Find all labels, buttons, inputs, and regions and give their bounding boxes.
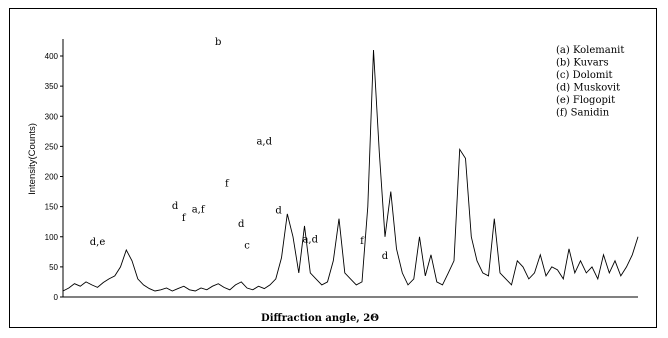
y-tick-label: 100 bbox=[45, 233, 59, 242]
peak-label: f bbox=[225, 179, 230, 190]
y-tick-label: 150 bbox=[45, 203, 59, 212]
y-axis-title: Intensity(Counts) bbox=[27, 123, 38, 195]
x-axis-title: Diffraction angle, 2Θ bbox=[261, 313, 379, 324]
y-tick-label: 200 bbox=[45, 173, 59, 182]
legend-entry: (b) Kuvars bbox=[556, 58, 609, 69]
peak-label: d bbox=[275, 206, 282, 217]
y-ticks: 0 50 100 150 200 250 300 350 400 bbox=[45, 52, 63, 302]
y-tick-label: 350 bbox=[45, 82, 59, 91]
peak-label: f bbox=[182, 213, 187, 224]
legend: (a) Kolemanit (b) Kuvars(c) Dolomit (d) Mu… bbox=[556, 45, 624, 119]
legend-entry: (a) Kolemanit bbox=[556, 45, 624, 56]
peak-label: d bbox=[238, 219, 245, 230]
peak-label: a,d bbox=[256, 136, 272, 147]
y-tick-label: 0 bbox=[54, 293, 59, 302]
peak-label: a,f bbox=[192, 204, 206, 215]
legend-entry: (d) Muskovit bbox=[556, 83, 620, 94]
peak-label: b bbox=[215, 37, 221, 48]
y-tick-label: 250 bbox=[45, 142, 59, 151]
peak-label: d bbox=[382, 251, 389, 262]
legend-entry: (e) Flogopit bbox=[556, 95, 615, 106]
peak-label: d bbox=[172, 201, 179, 212]
peak-label: d,e bbox=[90, 237, 106, 248]
y-tick-label: 300 bbox=[45, 112, 59, 121]
legend-entry: (f) Sanidin bbox=[556, 108, 610, 119]
diffraction-series-line bbox=[62, 49, 639, 292]
peak-label: f bbox=[360, 236, 365, 247]
y-tick-label: 50 bbox=[49, 263, 58, 272]
legend-entry: (c) Dolomit bbox=[556, 70, 613, 81]
y-tick-label: 400 bbox=[45, 52, 59, 61]
peak-label: a,d bbox=[302, 235, 318, 246]
peak-label: c bbox=[244, 241, 250, 252]
figure-frame: 0 50 100 150 200 250 300 350 400 d,e d f a,f b f d c a,d… bbox=[9, 8, 657, 328]
